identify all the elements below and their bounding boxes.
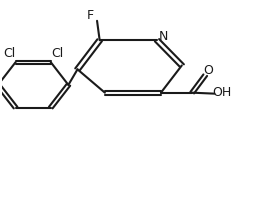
- Text: OH: OH: [213, 86, 232, 99]
- Text: O: O: [203, 64, 213, 77]
- Text: Cl: Cl: [3, 47, 15, 60]
- Text: Cl: Cl: [51, 47, 63, 60]
- Text: N: N: [159, 30, 168, 43]
- Text: F: F: [87, 9, 94, 22]
